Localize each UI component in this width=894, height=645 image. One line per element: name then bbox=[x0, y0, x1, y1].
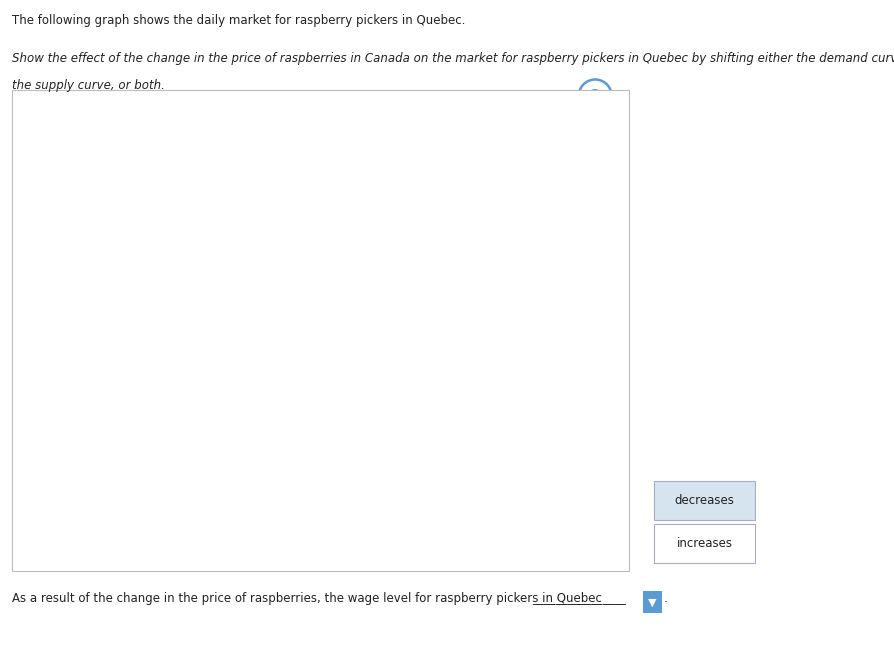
Text: ?: ? bbox=[590, 89, 599, 104]
Text: The following graph shows the daily market for raspberry pickers in Quebec.: The following graph shows the daily mark… bbox=[12, 14, 465, 27]
FancyBboxPatch shape bbox=[654, 481, 755, 521]
Text: Demand: Demand bbox=[317, 395, 367, 408]
Y-axis label: WAGE (Dollars per worker): WAGE (Dollars per worker) bbox=[63, 255, 77, 412]
Text: increases: increases bbox=[676, 537, 732, 550]
Text: Market for Raspberry Pickers in Quebec: Market for Raspberry Pickers in Quebec bbox=[85, 112, 384, 124]
FancyBboxPatch shape bbox=[654, 524, 755, 563]
Text: Supply: Supply bbox=[555, 353, 595, 366]
Text: ▼: ▼ bbox=[647, 598, 656, 608]
X-axis label: LABOUR (Thousands of workers): LABOUR (Thousands of workers) bbox=[213, 541, 404, 553]
Text: decreases: decreases bbox=[674, 494, 734, 507]
Text: the supply curve, or both.: the supply curve, or both. bbox=[12, 79, 164, 92]
Text: Demand: Demand bbox=[550, 250, 600, 263]
Text: .: . bbox=[663, 592, 667, 605]
Text: ________________: ________________ bbox=[531, 592, 625, 605]
Text: Show the effect of the change in the price of raspberries in Canada on the marke: Show the effect of the change in the pri… bbox=[12, 52, 894, 64]
Text: As a result of the change in the price of raspberries, the wage level for raspbe: As a result of the change in the price o… bbox=[12, 592, 601, 605]
Text: Supply: Supply bbox=[331, 252, 371, 265]
